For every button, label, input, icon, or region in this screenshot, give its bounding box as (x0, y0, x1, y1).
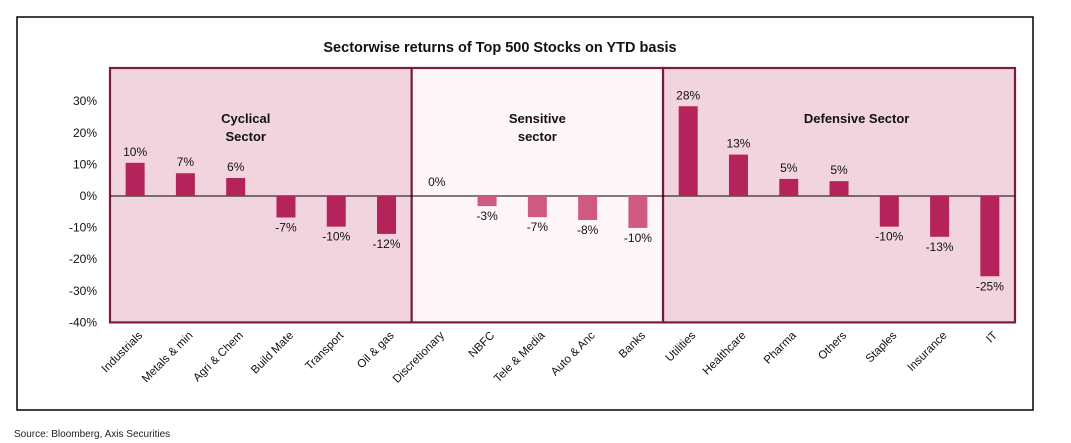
bar (980, 196, 1000, 277)
data-label: -10% (624, 231, 652, 245)
y-tick-label: 20% (73, 126, 97, 140)
y-axis: 30% 20% 10% 0% -10% -20% -30% -40% (69, 94, 1015, 329)
bar (276, 196, 296, 218)
sector-group-label: Sensitive (509, 111, 566, 126)
data-label: 6% (227, 160, 245, 174)
data-label: -8% (577, 223, 599, 237)
sector-group-box (410, 66, 665, 324)
data-labels: 10% 7% 6% -7% -10% -12% 0% -3% -7% -8% -10% 28% 13% 5… (123, 88, 1004, 293)
data-label: -13% (926, 240, 954, 254)
data-label: 28% (676, 88, 700, 102)
data-label: 5% (830, 163, 848, 177)
bar (578, 196, 598, 221)
data-label: 7% (177, 155, 195, 169)
sector-groups: Cyclical Sector Sensitive sector Defensive S… (108, 66, 1017, 324)
sector-group-label: Defensive Sector (804, 111, 910, 126)
data-label: -7% (527, 220, 549, 234)
bar (879, 196, 899, 227)
data-label: -10% (322, 230, 350, 244)
y-tick-label: 10% (73, 157, 97, 171)
y-tick-label: 0% (80, 189, 98, 203)
y-tick-label: -30% (69, 284, 97, 298)
data-label: -25% (976, 279, 1004, 293)
bar (779, 178, 799, 196)
y-tick-label: -10% (69, 221, 97, 235)
source-note: Source: Bloomberg, Axis Securities (14, 429, 171, 440)
bar (175, 173, 195, 196)
chart-title: Sectorwise returns of Top 500 Stocks on … (323, 40, 676, 56)
sector-group-label: sector (518, 129, 557, 144)
bar (377, 196, 397, 234)
data-label: 10% (123, 145, 147, 159)
bar (829, 181, 849, 196)
y-tick-label: -40% (69, 315, 97, 329)
bar (930, 196, 950, 237)
bar (477, 196, 497, 207)
data-label: 13% (726, 137, 750, 151)
data-label: 0% (428, 175, 446, 189)
sector-group-label: Sector (226, 129, 266, 144)
data-label: -12% (373, 237, 401, 251)
data-label: -10% (875, 230, 903, 244)
bar (527, 196, 547, 218)
data-label: -7% (275, 220, 297, 234)
bar (226, 177, 246, 196)
bar (728, 154, 748, 196)
bar (125, 162, 145, 196)
data-label: -3% (476, 209, 498, 223)
bar (678, 106, 698, 196)
bar (326, 196, 346, 227)
data-label: 5% (780, 161, 798, 175)
y-tick-label: 30% (73, 94, 97, 108)
y-tick-label: -20% (69, 252, 97, 266)
bar (628, 196, 648, 228)
sector-group-box (108, 66, 413, 324)
bars (125, 106, 1000, 277)
sector-group-label: Cyclical (221, 111, 270, 126)
